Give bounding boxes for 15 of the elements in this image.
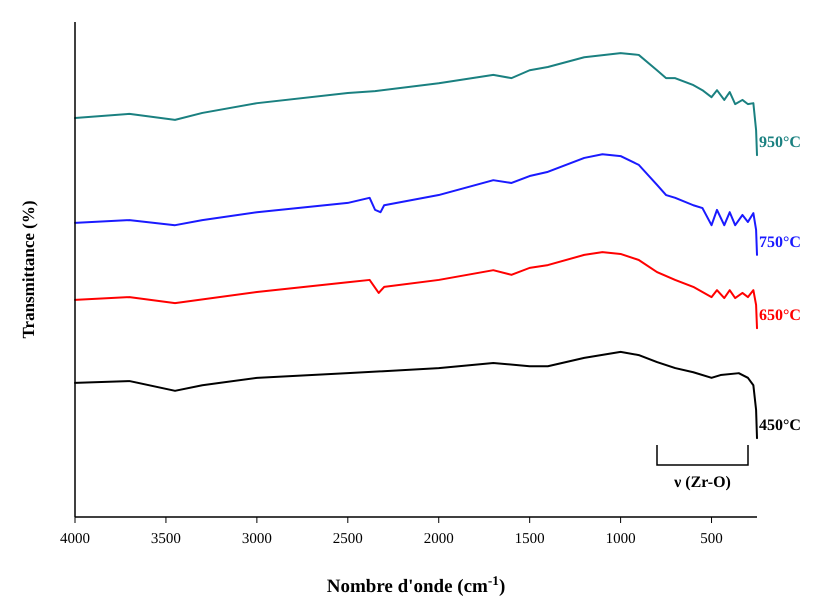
series-label: 950°C [759,134,801,152]
x-tick-label: 500 [700,531,723,547]
series-label: 650°C [759,307,801,324]
x-tick-label: 4000 [60,531,90,547]
series-label: 750°C [759,234,801,251]
x-tick-label: 2500 [332,531,363,547]
x-axis-title: Nombre d'onde (cm$^{-1}$) [326,572,506,597]
series-label: 450°C [759,417,801,434]
x-tick-label: 3000 [242,531,272,547]
annotation: ν (Zr-O) [673,474,731,491]
x-tick-label: 3500 [150,531,181,547]
x-tick-label: 2000 [424,531,454,547]
x-tick-label: 1000 [606,531,636,547]
y-axis-title: Transmittance (%) [19,200,38,339]
x-tick-label: 1500 [514,531,545,547]
